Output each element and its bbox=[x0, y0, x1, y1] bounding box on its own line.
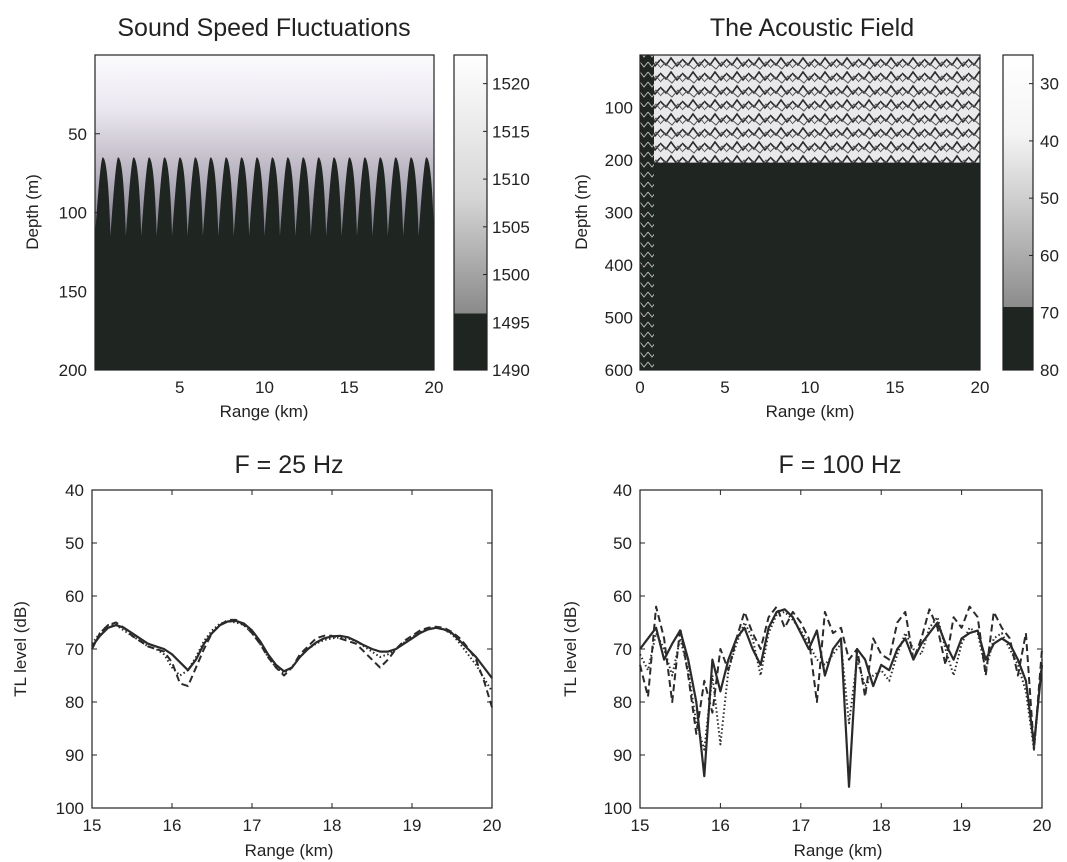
tl-25hz-x-tick-label: 17 bbox=[243, 816, 262, 835]
sound-speed-colorbar-tick-label: 1515 bbox=[492, 122, 530, 141]
sound-speed-y-tick-label: 100 bbox=[59, 204, 87, 223]
acoustic-field-colorbar-tick-label: 50 bbox=[1040, 189, 1059, 208]
acoustic-field-colorbar bbox=[1002, 54, 1034, 371]
sound-speed-colorbar-tick-label: 1510 bbox=[492, 170, 530, 189]
sound-speed-y-ticks: 50 100 150 200 bbox=[59, 125, 100, 380]
tl-100hz-line-dashed bbox=[639, 605, 1043, 751]
acoustic-field-colorbar-tick-label: 80 bbox=[1040, 361, 1059, 380]
tl-100hz-x-tick-label: 15 bbox=[631, 816, 650, 835]
tl-100hz-y-tick-label: 50 bbox=[613, 534, 632, 553]
tl-100hz-y-tick-label: 80 bbox=[613, 693, 632, 712]
acoustic-field-xlabel: Range (km) bbox=[766, 402, 855, 421]
sound-speed-colorbar bbox=[453, 54, 488, 371]
tl-100hz-y-tick-label: 40 bbox=[613, 481, 632, 500]
tl-100hz-ylabel: TL level (dB) bbox=[561, 601, 580, 697]
tl-25hz-x-tick-label: 20 bbox=[483, 816, 502, 835]
tl-25hz-line-dashed bbox=[91, 618, 493, 708]
sound-speed-x-tick-label: 5 bbox=[175, 378, 184, 397]
acoustic-field-x-tick-label: 5 bbox=[720, 378, 729, 397]
tl-25hz-y-tick-label: 70 bbox=[65, 640, 84, 659]
acoustic-field-x-tick-label: 10 bbox=[801, 378, 820, 397]
tl-25hz-xlabel: Range (km) bbox=[245, 841, 334, 860]
panel-acoustic-field: The Acoustic Field 100 200 300 400 500 600 0 5… bbox=[572, 14, 1059, 421]
tl-100hz-x-tick-label: 18 bbox=[872, 816, 891, 835]
tl-100hz-y-tick-label: 100 bbox=[604, 799, 632, 818]
tl-100hz-y-tick-label: 60 bbox=[613, 587, 632, 606]
tl-25hz-y-tick-label: 90 bbox=[65, 746, 84, 765]
tl-100hz-x-tick-label: 19 bbox=[952, 816, 971, 835]
sound-speed-x-tick-label: 20 bbox=[425, 378, 444, 397]
tl-100hz-title: F = 100 Hz bbox=[779, 451, 902, 479]
tl-25hz-x-tick-label: 19 bbox=[403, 816, 422, 835]
acoustic-field-nearfield bbox=[640, 55, 654, 370]
sound-speed-colorbar-tick-label: 1495 bbox=[492, 313, 530, 332]
tl-25hz-y-tick-label: 100 bbox=[56, 799, 84, 818]
acoustic-field-colorbar-tick-label: 40 bbox=[1040, 132, 1059, 151]
acoustic-field-y-tick-label: 400 bbox=[605, 256, 633, 275]
sound-speed-x-ticks: 5 10 15 20 bbox=[175, 365, 443, 397]
acoustic-field-colorbar-tick-label: 60 bbox=[1040, 246, 1059, 265]
tl-100hz-y-tick-label: 90 bbox=[613, 746, 632, 765]
sound-speed-title: Sound Speed Fluctuations bbox=[117, 14, 410, 42]
tl-25hz-title: F = 25 Hz bbox=[234, 451, 343, 479]
acoustic-field-colorbar-ticks: 30 40 50 60 70 80 bbox=[1029, 75, 1059, 380]
tl-100hz-x-tick-label: 16 bbox=[711, 816, 730, 835]
acoustic-field-colorbar-tick-label: 70 bbox=[1040, 304, 1059, 323]
sound-speed-y-tick-label: 50 bbox=[68, 125, 87, 144]
sound-speed-ylabel: Depth (m) bbox=[23, 174, 42, 250]
tl-100hz-x-tick-label: 17 bbox=[791, 816, 810, 835]
tl-25hz-ylabel: TL level (dB) bbox=[11, 601, 30, 697]
tl-25hz-x-tick-label: 15 bbox=[83, 816, 102, 835]
acoustic-field-colorbar-tick-label: 30 bbox=[1040, 75, 1059, 94]
tl-25hz-y-tick-label: 60 bbox=[65, 587, 84, 606]
acoustic-field-y-ticks: 100 200 300 400 500 600 bbox=[605, 99, 645, 380]
tl-100hz-series bbox=[639, 605, 1044, 788]
acoustic-field-x-tick-label: 20 bbox=[971, 378, 990, 397]
tl-25hz-series bbox=[91, 618, 493, 708]
tl-25hz-y-tick-label: 80 bbox=[65, 693, 84, 712]
sound-speed-colorbar-tick-label: 1505 bbox=[492, 218, 530, 237]
acoustic-field-x-ticks: 0 5 10 15 20 bbox=[635, 365, 989, 397]
tl-100hz-y-tick-label: 70 bbox=[613, 640, 632, 659]
tl-100hz-xlabel: Range (km) bbox=[794, 841, 883, 860]
sound-speed-colorbar-tick-label: 1490 bbox=[492, 361, 530, 380]
panel-sound-speed: Sound Speed Fluctuations 50 100 150 200 5 10… bbox=[23, 14, 530, 421]
acoustic-field-y-tick-label: 200 bbox=[605, 151, 633, 170]
acoustic-field-y-tick-label: 100 bbox=[605, 99, 633, 118]
sound-speed-colorbar-ticks: 1490 1495 1500 1505 1510 1515 1520 bbox=[483, 75, 530, 380]
sound-speed-colorbar-tick-label: 1500 bbox=[492, 266, 530, 285]
sound-speed-colorbar-tick-label: 1520 bbox=[492, 75, 530, 94]
acoustic-field-water-column bbox=[640, 55, 980, 163]
tl-25hz-y-tick-label: 50 bbox=[65, 534, 84, 553]
acoustic-field-y-tick-label: 500 bbox=[605, 309, 633, 328]
acoustic-field-ylabel: Depth (m) bbox=[572, 174, 591, 250]
acoustic-field-y-tick-label: 600 bbox=[605, 361, 633, 380]
sound-speed-y-tick-label: 150 bbox=[59, 282, 87, 301]
sound-speed-x-tick-label: 15 bbox=[340, 378, 359, 397]
sound-speed-field bbox=[95, 55, 434, 237]
acoustic-field-title: The Acoustic Field bbox=[710, 14, 914, 42]
tl-25hz-x-tick-label: 18 bbox=[323, 816, 342, 835]
tl-25hz-x-tick-label: 16 bbox=[163, 816, 182, 835]
tl-25hz-frame bbox=[91, 489, 493, 809]
sound-speed-y-tick-label: 200 bbox=[59, 361, 87, 380]
tl-25hz-y-tick-label: 40 bbox=[65, 481, 84, 500]
acoustic-field-y-tick-label: 300 bbox=[605, 204, 633, 223]
acoustic-field-x-tick-label: 15 bbox=[886, 378, 905, 397]
tl-100hz-x-tick-label: 20 bbox=[1033, 816, 1052, 835]
sound-speed-x-tick-label: 10 bbox=[255, 378, 274, 397]
sound-speed-xlabel: Range (km) bbox=[220, 402, 309, 421]
acoustic-field-x-tick-label: 0 bbox=[635, 378, 644, 397]
tl-100hz-line-dotted bbox=[639, 610, 1043, 751]
